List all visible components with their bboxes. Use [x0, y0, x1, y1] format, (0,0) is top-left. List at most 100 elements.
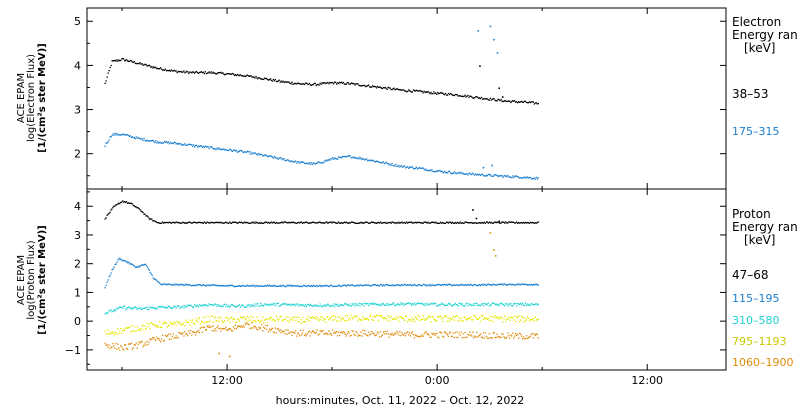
proton-point	[174, 337, 176, 339]
proton-point	[304, 321, 307, 323]
proton-point	[366, 284, 368, 286]
electron-point	[133, 136, 135, 139]
electron-point	[345, 83, 347, 85]
electron-point	[468, 172, 470, 175]
electron-point	[206, 145, 208, 148]
electron-point	[505, 100, 507, 102]
proton-point	[498, 222, 500, 224]
proton-point	[354, 285, 356, 287]
proton-point	[305, 318, 308, 320]
electron-point	[483, 98, 486, 100]
proton-point	[491, 337, 493, 339]
electron-ylabel-line2: log(Electron Flux)	[26, 54, 37, 142]
proton-point	[251, 284, 253, 287]
proton-point	[230, 222, 232, 224]
electron-point	[182, 144, 184, 146]
proton-point	[260, 285, 262, 287]
electron-point	[238, 150, 240, 152]
proton-point	[497, 283, 499, 285]
proton-point	[473, 284, 475, 286]
proton-point	[135, 307, 137, 309]
proton-point	[511, 335, 513, 337]
proton-point	[291, 304, 293, 306]
proton-point	[190, 284, 192, 286]
electron-point	[182, 71, 184, 73]
proton-point	[414, 316, 417, 318]
electron-point	[462, 172, 464, 174]
proton-point	[519, 332, 521, 334]
proton-point	[341, 284, 344, 287]
electron-point	[459, 95, 461, 97]
proton-point	[493, 284, 495, 286]
proton-point	[240, 316, 242, 319]
proton-point	[404, 332, 406, 334]
proton-point	[314, 305, 316, 307]
proton-point	[365, 284, 367, 286]
electron-point	[124, 60, 126, 62]
electron-point	[302, 161, 305, 163]
proton-point	[501, 283, 503, 285]
electron-point	[378, 161, 381, 163]
proton-point	[524, 283, 527, 285]
proton-point	[513, 303, 515, 305]
proton-point	[116, 261, 118, 263]
proton-point	[519, 303, 521, 306]
electron-point	[245, 75, 247, 77]
proton-point	[267, 317, 270, 320]
proton-point	[245, 306, 247, 308]
proton-point	[370, 222, 372, 224]
electron-point	[424, 91, 426, 94]
proton-point	[253, 320, 255, 322]
proton-point	[344, 333, 346, 335]
proton-point	[209, 326, 211, 329]
proton-point	[149, 218, 151, 221]
electron-point	[491, 98, 493, 100]
proton-point	[252, 316, 254, 318]
proton-point	[221, 320, 223, 322]
proton-point	[233, 286, 236, 288]
electron-point	[194, 146, 196, 148]
electron-point	[296, 162, 298, 164]
proton-point	[208, 303, 210, 305]
proton-point	[108, 212, 110, 214]
proton-point	[390, 315, 392, 318]
proton-point	[192, 319, 194, 321]
proton-point	[157, 281, 159, 283]
proton-point	[444, 331, 447, 334]
electron-point	[139, 62, 141, 64]
proton-point	[155, 279, 157, 281]
proton-point	[110, 209, 112, 211]
electron-point	[282, 158, 284, 160]
electron-point	[422, 167, 424, 169]
proton-point	[138, 208, 140, 210]
proton-point	[314, 222, 316, 224]
proton-point	[431, 302, 433, 304]
electron-point	[239, 149, 241, 152]
electron-point	[162, 69, 165, 71]
proton-point	[125, 261, 127, 263]
proton-point	[282, 331, 284, 333]
electron-point	[211, 72, 213, 74]
proton-point	[186, 283, 188, 286]
proton-point	[340, 331, 343, 333]
proton-point	[250, 285, 252, 287]
electron-point	[420, 167, 422, 169]
electron-point	[342, 81, 345, 84]
electron-point	[293, 161, 295, 163]
proton-point	[328, 304, 330, 306]
proton-point	[427, 333, 429, 335]
proton-point	[530, 222, 533, 224]
proton-point	[510, 221, 512, 223]
proton-point	[405, 303, 407, 305]
electron-point	[450, 93, 453, 95]
electron-point	[275, 80, 277, 83]
proton-point	[408, 319, 411, 321]
electron-point	[155, 66, 157, 68]
proton-point	[500, 283, 502, 285]
proton-point	[488, 305, 490, 307]
proton-point	[363, 332, 365, 335]
proton-point	[434, 302, 436, 304]
proton-point	[248, 222, 250, 224]
electron-point	[520, 100, 523, 102]
proton-point	[383, 285, 385, 287]
